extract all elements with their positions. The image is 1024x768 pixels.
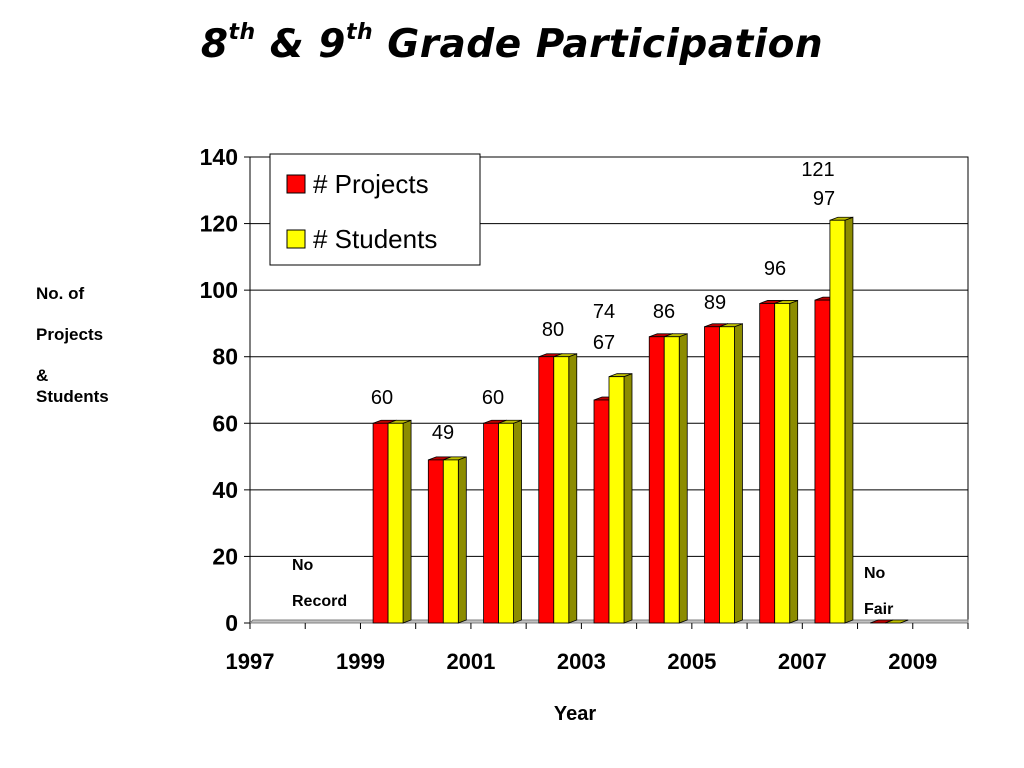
annotation-note: No xyxy=(864,565,886,582)
bar-side xyxy=(623,373,633,624)
data-label: 89 xyxy=(704,292,726,314)
bar xyxy=(387,419,412,624)
bar-side xyxy=(402,419,412,624)
x-tick-label: 2007 xyxy=(778,649,827,674)
bar-front xyxy=(774,303,791,624)
bar-front xyxy=(814,299,831,624)
y-tick-label: 120 xyxy=(200,211,238,237)
y-tick-label: 100 xyxy=(200,277,238,303)
bar-side xyxy=(678,333,688,624)
bar-front xyxy=(427,459,444,624)
bar-front xyxy=(663,336,680,624)
data-label: 74 xyxy=(593,301,615,323)
bar-front xyxy=(372,422,389,624)
legend-item-label: # Students xyxy=(313,224,437,254)
chart-title: 8th & 9th Grade Participation xyxy=(200,20,824,67)
bar-side xyxy=(734,323,743,624)
bar-side xyxy=(457,456,467,624)
data-label: 96 xyxy=(764,258,786,280)
bar-side xyxy=(789,299,799,624)
bar-side xyxy=(513,419,522,624)
x-tick-label: 2003 xyxy=(557,649,606,674)
bar xyxy=(885,619,909,624)
annotation-note: No xyxy=(292,557,314,574)
bar-front xyxy=(719,326,735,624)
x-tick-label: 1999 xyxy=(336,649,385,674)
y-tick-label: 140 xyxy=(200,144,238,170)
bar-side xyxy=(568,353,578,624)
bar-front xyxy=(483,422,499,624)
y-axis-label-line: No. of xyxy=(36,284,85,303)
x-tick-label: 2009 xyxy=(888,649,937,674)
legend-item-label: # Projects xyxy=(313,169,429,199)
bar-front xyxy=(387,422,404,624)
y-axis-label-line: Projects xyxy=(36,325,104,344)
bar-front xyxy=(648,336,665,624)
bar xyxy=(553,353,578,624)
y-tick-label: 80 xyxy=(212,344,238,370)
bar-front xyxy=(704,326,720,624)
y-axis-label: No. of Projects & Students xyxy=(36,283,109,427)
annotation-note: Fair xyxy=(864,601,893,618)
y-tick-label: 20 xyxy=(212,543,238,569)
bar xyxy=(663,333,688,624)
bar xyxy=(829,216,854,624)
data-label: 49 xyxy=(432,422,454,444)
bar xyxy=(498,419,522,624)
bar-front xyxy=(593,399,610,624)
y-tick-label: 0 xyxy=(225,610,238,636)
legend-swatch xyxy=(286,174,306,194)
legend: # Projects # Students xyxy=(269,153,481,266)
bar-front xyxy=(829,219,846,624)
y-tick-label: 40 xyxy=(212,477,238,503)
data-label: 80 xyxy=(542,319,564,341)
bar-front xyxy=(442,459,459,624)
y-axis-label-line: Students xyxy=(36,387,109,406)
bar-front xyxy=(608,376,625,624)
x-tick-label: 1997 xyxy=(226,649,275,674)
data-label: 97 xyxy=(813,188,835,210)
y-tick-label: 60 xyxy=(212,410,238,436)
data-label: 60 xyxy=(371,387,393,409)
annotation-note: Record xyxy=(292,593,347,610)
data-label: 86 xyxy=(653,301,675,323)
x-tick-label: 2001 xyxy=(446,649,495,674)
bar-top xyxy=(885,619,909,624)
bar-front xyxy=(759,303,776,624)
x-axis-label: Year xyxy=(554,703,596,725)
data-label: 60 xyxy=(482,387,504,409)
bar-front xyxy=(538,356,555,624)
data-label: 121 xyxy=(801,159,834,181)
bar xyxy=(608,373,633,624)
bar xyxy=(719,323,743,624)
y-axis-label-line: & xyxy=(36,366,49,385)
bar-front xyxy=(553,356,570,624)
data-label: 67 xyxy=(593,332,615,354)
bar-side xyxy=(844,216,854,624)
bar-front xyxy=(498,422,514,624)
bar xyxy=(774,299,799,624)
bar xyxy=(442,456,467,624)
legend-swatch xyxy=(286,229,306,249)
x-tick-label: 2005 xyxy=(667,649,716,674)
